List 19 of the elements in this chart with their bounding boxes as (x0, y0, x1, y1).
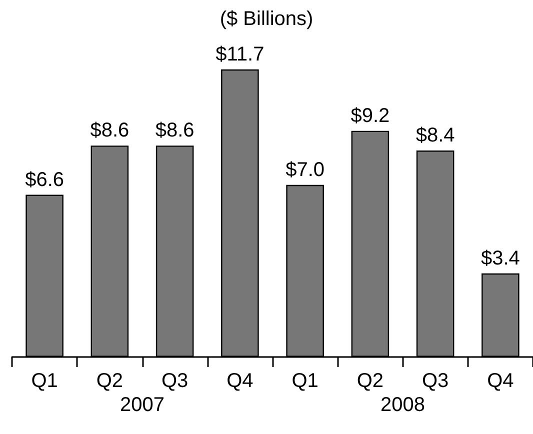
data-label: $8.4 (416, 124, 455, 146)
x-tick-label: Q1 (31, 370, 58, 392)
x-tick-label: Q4 (487, 370, 514, 392)
data-label: $8.6 (90, 120, 130, 142)
data-label: $11.7 (216, 43, 264, 66)
data-label: $8.6 (155, 120, 194, 142)
x-tick-label: Q3 (422, 370, 449, 392)
x-tick-label: Q3 (161, 370, 188, 392)
x-tick-label: Q1 (292, 370, 318, 392)
data-label: $7.0 (286, 158, 325, 181)
x-tick-label: Q2 (96, 370, 124, 392)
text: 2008 (380, 394, 425, 416)
text: 2007 (120, 394, 164, 416)
x-tick-label: Q2 (356, 370, 384, 392)
chart-title: ($ Billions) (220, 8, 314, 30)
data-label: $9.2 (350, 104, 390, 127)
data-label: $3.4 (480, 247, 520, 270)
x-tick-label: Q4 (226, 370, 254, 392)
data-label: $6.6 (25, 168, 64, 191)
